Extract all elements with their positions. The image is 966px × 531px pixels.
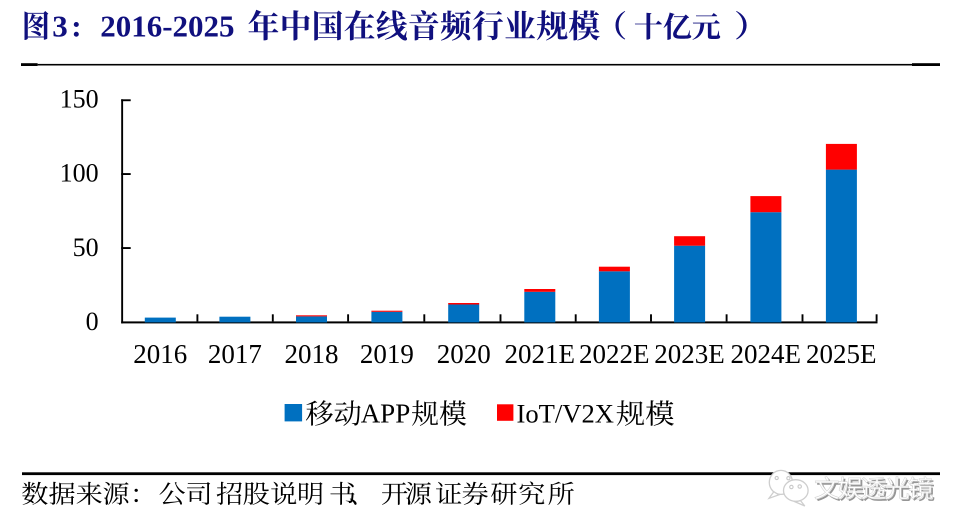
svg-text:2025E: 2025E: [806, 339, 877, 369]
svg-text:2021E: 2021E: [505, 339, 576, 369]
svg-text:2019: 2019: [360, 339, 414, 369]
svg-text:IoT/V2X: IoT/V2X: [517, 398, 615, 428]
svg-text:3: 3: [52, 8, 67, 43]
svg-text:2023E: 2023E: [654, 339, 725, 369]
svg-text:100: 100: [60, 159, 99, 188]
svg-text:150: 150: [60, 85, 99, 114]
svg-text:50: 50: [73, 233, 99, 262]
svg-text:2017: 2017: [208, 339, 262, 369]
svg-text::: :: [71, 8, 81, 43]
svg-text:2016-2025: 2016-2025: [100, 8, 234, 43]
svg-text:2018: 2018: [285, 339, 339, 369]
svg-text:2020: 2020: [437, 339, 491, 369]
svg-text:2016: 2016: [133, 339, 187, 369]
svg-text:2024E: 2024E: [731, 339, 802, 369]
svg-text:APP: APP: [361, 398, 411, 428]
svg-text:2022E: 2022E: [579, 339, 650, 369]
svg-text:0: 0: [86, 307, 99, 336]
